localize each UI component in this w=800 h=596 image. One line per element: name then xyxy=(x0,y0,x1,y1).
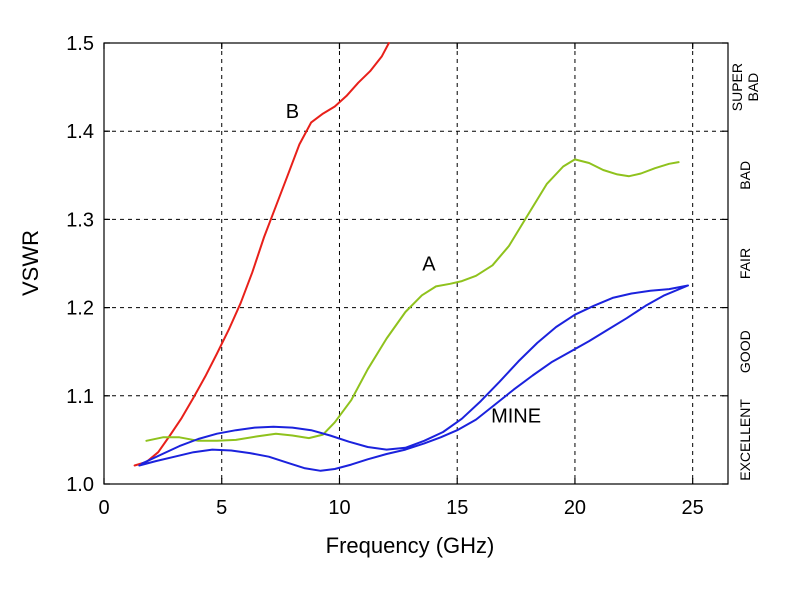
x-tick-label: 0 xyxy=(98,497,109,519)
band-label-4-1: BAD xyxy=(745,73,761,102)
y-tick-label: 1.0 xyxy=(66,474,94,496)
x-tick-label: 5 xyxy=(216,497,227,519)
y-tick-label: 1.2 xyxy=(66,298,94,320)
y-tick-label: 1.1 xyxy=(66,386,94,408)
y-tick-label: 1.5 xyxy=(66,33,94,55)
plot-frame xyxy=(103,42,729,485)
x-tick-label: 15 xyxy=(446,497,468,519)
band-label-2-0: FAIR xyxy=(737,248,753,279)
band-label-1-0: GOOD xyxy=(737,330,753,373)
band-label-4-0: SUPER xyxy=(729,63,745,111)
series-line-mine xyxy=(138,284,689,472)
y-tick-label: 1.4 xyxy=(66,121,94,143)
x-tick-label: 10 xyxy=(328,497,350,519)
x-tick-label: 25 xyxy=(682,497,704,519)
series-lines xyxy=(133,42,689,472)
axis-ticks xyxy=(103,42,728,485)
band-label-0-0: EXCELLENT xyxy=(737,399,753,481)
text-labels: 0 5 10 15 20 25 1.0 1.1 1.2 1.3 1.4 1.5 EXCELLENT GOO… xyxy=(66,33,761,519)
series-line-a xyxy=(145,158,680,442)
series-line-b xyxy=(133,42,390,467)
grid-lines xyxy=(104,43,728,484)
series-label-mine: MINE xyxy=(491,405,541,427)
y-axis-title: VSWR xyxy=(18,230,43,296)
series-label-a: A xyxy=(422,254,436,276)
series-label-b: B xyxy=(286,101,299,123)
x-tick-label: 20 xyxy=(564,497,586,519)
y-tick-label: 1.3 xyxy=(66,209,94,231)
x-axis-title: Frequency (GHz) xyxy=(326,533,495,558)
band-label-3-0: BAD xyxy=(737,161,753,190)
